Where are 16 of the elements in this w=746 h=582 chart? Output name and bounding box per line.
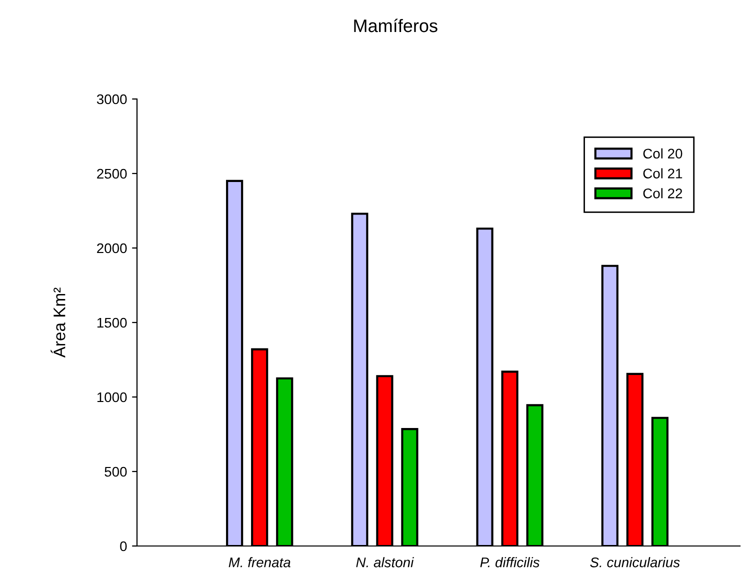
y-tick-label: 2000 <box>97 243 127 254</box>
x-tick-label: P. difficilis <box>480 557 540 568</box>
y-tick-label: 0 <box>120 541 127 552</box>
y-tick-label: 500 <box>104 466 127 477</box>
y-axis-title: Área Km² <box>50 288 66 358</box>
y-tick-label: 3000 <box>96 94 127 104</box>
legend-label: Col 21 <box>643 168 682 178</box>
x-tick-label: N. alstoni <box>356 557 414 568</box>
x-tick-label: M. frenata <box>228 557 290 568</box>
legend-label: Col 20 <box>643 148 682 159</box>
y-tick-label: 1000 <box>97 392 127 402</box>
chart-title: Mamíferos <box>354 18 438 32</box>
y-tick-label: 1500 <box>97 318 127 328</box>
y-tick-label: 2500 <box>97 168 127 179</box>
x-tick-label: S. cunicularius <box>590 557 680 568</box>
legend-label: Col 22 <box>643 188 682 198</box>
